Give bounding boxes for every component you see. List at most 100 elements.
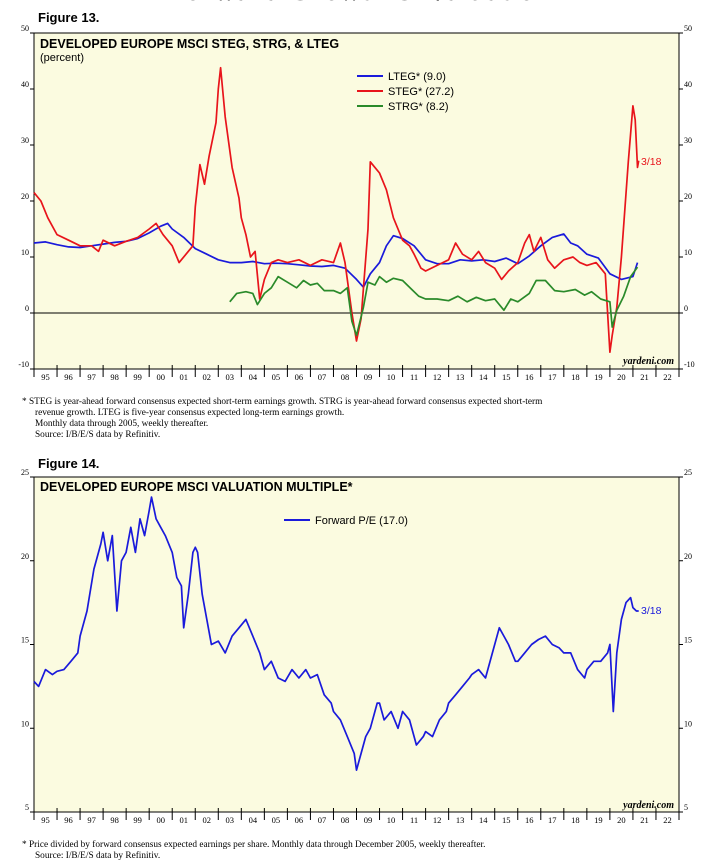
x-tick-label: 18 (571, 815, 580, 825)
x-tick-label: 07 (318, 815, 327, 825)
x-tick-label: 05 (272, 815, 281, 825)
x-tick-label: 00 (156, 815, 165, 825)
y-tick-label-left: 25 (21, 468, 29, 477)
y-tick-label-left: -10 (18, 360, 29, 369)
footnote-line: Source: I/B/E/S data by Refinitiv. (35, 851, 161, 861)
y-tick-label-right: 5 (684, 803, 688, 812)
legend-label: STRG* (8.2) (388, 101, 449, 113)
y-tick-label-left: 5 (25, 803, 29, 812)
figure-14-footnote: * Price divided by forward consensus exp… (22, 840, 485, 862)
x-tick-label: 95 (41, 372, 50, 382)
footnote-line: Monthly data through 2005, weekly therea… (35, 419, 209, 429)
y-tick-label-left: 30 (21, 136, 29, 145)
x-tick-label: 20 (617, 372, 626, 382)
legend-label: LTEG* (9.0) (388, 71, 446, 83)
x-tick-label: 15 (502, 815, 511, 825)
footnote-line: * Price divided by forward consensus exp… (22, 840, 486, 850)
y-tick-label-left: 40 (21, 80, 29, 89)
x-tick-label: 22 (663, 372, 672, 382)
x-tick-label: 05 (272, 372, 281, 382)
chart-title: DEVELOPED EUROPE MSCI STEG, STRG, & LTEG (40, 37, 339, 51)
y-tick-label-right: 50 (684, 24, 692, 33)
y-tick-label-right: 15 (684, 636, 692, 645)
y-tick-label-right: 20 (684, 192, 692, 201)
plot-area (33, 476, 680, 813)
x-tick-label: 17 (548, 815, 557, 825)
x-tick-label: 13 (456, 815, 465, 825)
series-line (33, 496, 639, 771)
y-tick-label-left: 20 (21, 552, 29, 561)
x-tick-label: 17 (548, 372, 557, 382)
x-tick-label: 98 (110, 372, 119, 382)
x-tick-label: 18 (571, 372, 580, 382)
x-tick-label: 01 (179, 815, 188, 825)
footnote-line: Source: I/B/E/S data by Refinitiv. (35, 430, 161, 440)
x-tick-label: 96 (64, 815, 73, 825)
x-tick-label: 12 (433, 815, 442, 825)
x-tick-label: 99 (133, 815, 142, 825)
figure-13-label: Figure 13. (38, 10, 100, 25)
y-tick-label-right: 10 (684, 719, 692, 728)
y-tick-label-left: 20 (21, 192, 29, 201)
x-tick-label: 12 (433, 372, 442, 382)
x-tick-label: 04 (249, 815, 258, 825)
footnote-line: revenue growth. LTEG is five-year consen… (35, 408, 345, 418)
x-tick-label: 16 (525, 815, 534, 825)
x-tick-label: 14 (479, 815, 488, 825)
y-tick-label-right: 40 (684, 80, 692, 89)
x-tick-label: 97 (87, 372, 96, 382)
chart-subtitle: (percent) (40, 52, 84, 64)
y-tick-label-left: 10 (21, 719, 29, 728)
page-top-title: Forward Growth & Valuation (0, 0, 718, 8)
x-tick-label: 95 (41, 815, 50, 825)
x-tick-label: 11 (410, 372, 418, 382)
x-tick-label: 97 (87, 815, 96, 825)
x-tick-label: 20 (617, 815, 626, 825)
y-tick-label-right: -10 (684, 360, 695, 369)
x-tick-label: 02 (203, 815, 212, 825)
x-tick-label: 06 (295, 372, 304, 382)
x-tick-label: 01 (179, 372, 188, 382)
x-tick-label: 09 (364, 372, 373, 382)
x-tick-label: 21 (640, 815, 649, 825)
y-tick-label-right: 30 (684, 136, 692, 145)
series-line (33, 222, 639, 289)
y-tick-label-right: 25 (684, 468, 692, 477)
x-tick-label: 04 (249, 372, 258, 382)
y-tick-label-right: 20 (684, 552, 692, 561)
watermark: yardeni.com (622, 800, 674, 811)
y-tick-label-left: 10 (21, 248, 29, 257)
y-tick-label-left: 50 (21, 24, 29, 33)
x-tick-label: 15 (502, 372, 511, 382)
x-tick-label: 99 (133, 372, 142, 382)
x-tick-label: 02 (203, 372, 212, 382)
annotation-3-18: 3/18 (641, 156, 662, 168)
annotation-3-18: 3/18 (641, 605, 662, 617)
x-tick-label: 13 (456, 372, 465, 382)
x-tick-label: 21 (640, 372, 649, 382)
series-line (33, 66, 640, 354)
x-tick-label: 03 (226, 372, 235, 382)
x-tick-label: 06 (295, 815, 304, 825)
x-tick-label: 10 (387, 815, 396, 825)
y-tick-label-right: 10 (684, 248, 692, 257)
legend-label: STEG* (27.2) (388, 86, 454, 98)
x-tick-label: 08 (341, 372, 350, 382)
footnote-line: * STEG is year-ahead forward consensus e… (22, 397, 543, 407)
watermark: yardeni.com (622, 356, 674, 367)
y-tick-label-left: 15 (21, 636, 29, 645)
x-tick-label: 14 (479, 372, 488, 382)
y-tick-label-right: 0 (684, 304, 688, 313)
x-tick-label: 09 (364, 815, 373, 825)
x-tick-label: 22 (663, 815, 672, 825)
figure-14-chart: 5 10 15 20 25 5 10 15 20 25 95 96 97 98 99 00 01 02 03 04… (21, 468, 692, 825)
x-tick-label: 08 (341, 815, 350, 825)
x-tick-label: 10 (387, 372, 396, 382)
chart-title: DEVELOPED EUROPE MSCI VALUATION MULTIPLE… (40, 480, 353, 494)
x-tick-label: 07 (318, 372, 327, 382)
y-tick-label-left: 0 (25, 304, 29, 313)
x-tick-label: 19 (594, 815, 603, 825)
legend-label: Forward P/E (17.0) (315, 515, 408, 527)
series-line (229, 266, 639, 337)
